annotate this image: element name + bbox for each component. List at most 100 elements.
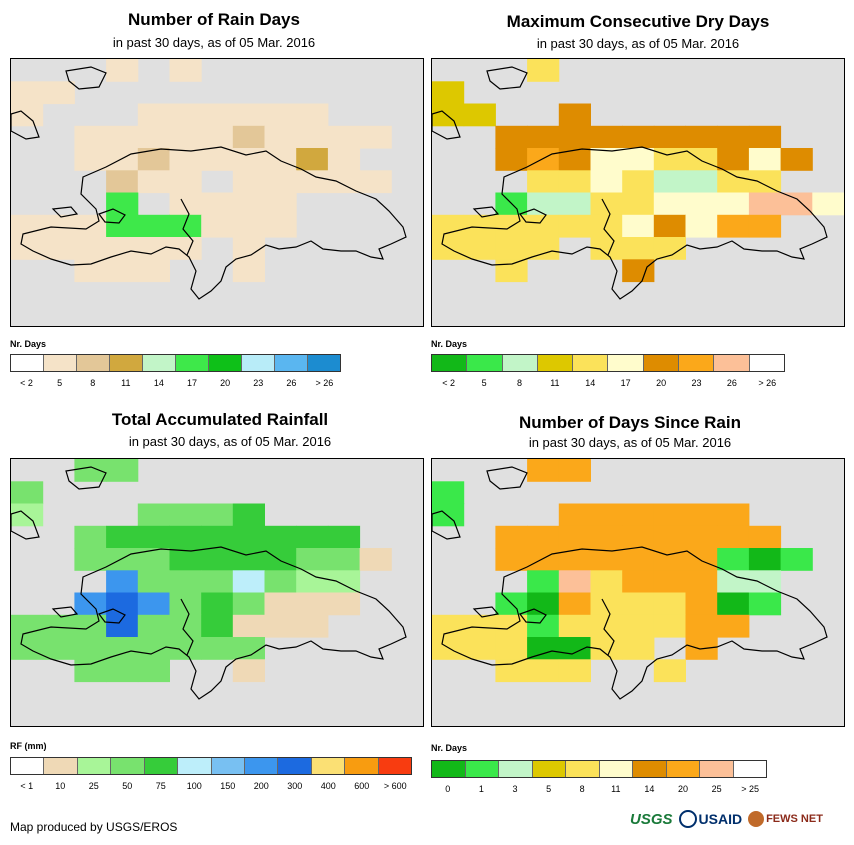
map-cell xyxy=(653,548,686,571)
legend-swatch-5 xyxy=(599,761,633,777)
legend-swatch-8 xyxy=(700,761,734,777)
legend-swatch-6 xyxy=(633,761,667,777)
lake-outline xyxy=(519,608,547,624)
map-cell xyxy=(232,148,265,171)
map-cell xyxy=(653,525,686,549)
usaid-logo: USAID xyxy=(678,810,742,828)
map-since-rain[interactable] xyxy=(431,458,845,727)
legend-swatch-2 xyxy=(77,355,110,371)
map-cell xyxy=(685,214,718,238)
legend-label: 10 xyxy=(55,781,66,791)
legend-swatch-1 xyxy=(44,355,77,371)
map-cell xyxy=(11,503,44,527)
map-max-dry[interactable] xyxy=(431,58,845,327)
map-cell xyxy=(264,548,297,571)
map-cell xyxy=(169,637,202,660)
map-cell xyxy=(685,548,718,571)
map-cell xyxy=(74,548,107,571)
map-cell xyxy=(106,592,139,616)
map-cell xyxy=(685,192,718,216)
legend-label: 400 xyxy=(320,781,336,791)
legend-swatch-9 xyxy=(733,761,766,777)
map-cell xyxy=(42,614,75,638)
legend-swatch-5 xyxy=(178,758,212,774)
map-cell xyxy=(622,525,655,549)
legend-swatch-9 xyxy=(749,355,784,371)
legend-swatch-0 xyxy=(432,761,466,777)
map-cell xyxy=(717,570,750,594)
map-cell xyxy=(296,548,329,571)
map-cell xyxy=(558,148,591,171)
map-cell xyxy=(264,570,297,594)
map-cell xyxy=(432,614,465,638)
map-cell xyxy=(11,237,44,260)
legend-swatch-4 xyxy=(143,355,176,371)
map-cell xyxy=(137,214,170,238)
map-total-rain[interactable] xyxy=(10,458,424,727)
map-cell xyxy=(264,148,297,171)
legend-label: 50 xyxy=(122,781,133,791)
map-cell xyxy=(232,614,265,638)
map-cell xyxy=(432,481,465,505)
map-cell xyxy=(748,548,782,571)
map-cell xyxy=(685,148,718,171)
map-cell xyxy=(622,237,655,260)
map-rain-days[interactable] xyxy=(10,58,424,327)
map-cell xyxy=(622,548,655,571)
map-cell xyxy=(717,192,750,216)
legend-swatch-5 xyxy=(608,355,644,371)
legend-label: 17 xyxy=(620,378,631,388)
usgs-logo-text: USGS xyxy=(630,810,673,828)
map-cell xyxy=(558,548,591,571)
map-cell xyxy=(327,170,361,194)
legend-swatch-0 xyxy=(432,355,468,371)
map-cell xyxy=(11,214,44,238)
island-outline-north xyxy=(486,466,528,490)
legend-swatch-0 xyxy=(11,355,44,371)
legend-labels-max-dry: < 2 5 8 11 14 17 20 23 26 > 26 xyxy=(431,378,785,390)
map-cell xyxy=(685,170,718,194)
map-cell xyxy=(590,214,623,238)
map-cell xyxy=(558,503,591,527)
map-cell xyxy=(264,525,297,549)
map-cell xyxy=(232,659,265,683)
map-cell xyxy=(137,592,170,616)
legend-label: < 2 xyxy=(20,378,33,388)
map-cell xyxy=(264,125,297,149)
map-cell xyxy=(296,125,329,149)
map-cell xyxy=(527,237,560,260)
map-cell xyxy=(527,148,560,171)
legend-swatch-9 xyxy=(311,758,346,774)
legend-swatch-1 xyxy=(467,355,503,371)
map-cell xyxy=(232,170,265,194)
map-cell xyxy=(106,214,139,238)
map-cell xyxy=(232,570,265,594)
cuba-outline xyxy=(432,110,461,140)
map-cell xyxy=(74,459,107,482)
map-cell xyxy=(201,125,234,149)
legend-swatch-11 xyxy=(378,758,412,774)
lake-outline xyxy=(98,608,126,624)
map-cell xyxy=(169,525,202,549)
map-cell xyxy=(622,125,655,149)
map-cell xyxy=(653,659,686,683)
map-cell xyxy=(590,637,623,660)
map-cell xyxy=(432,237,465,260)
map-cell xyxy=(748,170,782,194)
map-cell xyxy=(558,659,591,683)
map-cell xyxy=(432,81,465,105)
map-cell xyxy=(527,548,560,571)
map-cell xyxy=(653,237,686,260)
legend-label: 26 xyxy=(286,378,297,388)
map-cell xyxy=(137,525,170,549)
map-cell xyxy=(653,214,686,238)
map-cell xyxy=(74,525,107,549)
map-cell xyxy=(232,103,265,127)
map-cell xyxy=(717,525,750,549)
map-cell xyxy=(527,659,560,683)
map-cell xyxy=(169,503,202,527)
map-cell xyxy=(463,214,496,238)
map-cell xyxy=(169,614,202,638)
legend-label: 75 xyxy=(155,781,166,791)
legend-label: 23 xyxy=(691,378,702,388)
